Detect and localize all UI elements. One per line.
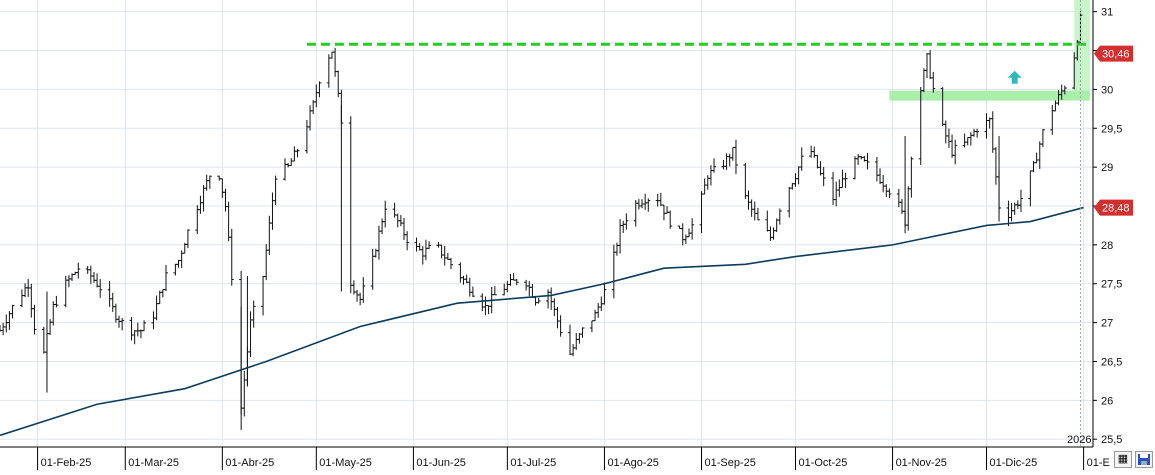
y-tick-label: 29 bbox=[1101, 162, 1113, 174]
ohlc-bar bbox=[646, 198, 651, 212]
ohlc-bar bbox=[733, 139, 738, 175]
x-tick-label: 01-Jul-25 bbox=[510, 457, 556, 469]
ohlc-bar bbox=[536, 297, 541, 304]
x-tick-label: 01-E bbox=[1087, 457, 1110, 469]
x-tick-label: 01-Dic-25 bbox=[990, 457, 1038, 469]
ohlc-bar bbox=[405, 231, 410, 251]
x-tick-label: 01-Sep-25 bbox=[705, 457, 756, 469]
price-label-text: 30,46 bbox=[1102, 49, 1130, 61]
y-axis: 25,52626,52727,52828,52929,53030,53130,4… bbox=[1092, 0, 1155, 447]
ohlc-bar bbox=[32, 304, 37, 335]
y-tick-label: 27 bbox=[1101, 318, 1113, 330]
ohlc-bar bbox=[602, 282, 607, 305]
up-arrow-icon bbox=[1007, 70, 1022, 84]
x-tick-label: 01-Mar-25 bbox=[128, 457, 179, 469]
x-axis-background bbox=[0, 447, 1093, 470]
x-tick-label: 01-Ago-25 bbox=[607, 457, 658, 469]
ohlc-bar bbox=[821, 166, 826, 187]
ohlc-bar bbox=[975, 128, 980, 138]
ohlc-bar bbox=[163, 265, 168, 291]
ohlc-bar bbox=[120, 317, 125, 331]
price-bars bbox=[0, 11, 1083, 430]
ohlc-bar bbox=[953, 139, 958, 165]
grid-toggle-button[interactable]: ▦ bbox=[1114, 451, 1132, 468]
ohlc-bar bbox=[843, 172, 848, 188]
breakout-box bbox=[1074, 0, 1090, 96]
y-tick-label: 28 bbox=[1101, 240, 1113, 252]
ohlc-bar bbox=[361, 277, 366, 303]
ohlc-bar bbox=[427, 241, 432, 250]
y-tick-label: 27,5 bbox=[1101, 279, 1122, 291]
ohlc-bar bbox=[470, 286, 475, 298]
ohlc-bar bbox=[931, 71, 936, 93]
y-axis-background bbox=[1093, 0, 1155, 447]
moving-average-line bbox=[0, 206, 1084, 437]
ohlc-bar bbox=[624, 213, 629, 230]
ohlc-bar bbox=[207, 175, 212, 189]
y-tick-label: 26 bbox=[1101, 395, 1113, 407]
ohlc-bar bbox=[295, 148, 300, 158]
price-label-box bbox=[1094, 45, 1133, 62]
ohlc-bar bbox=[185, 229, 190, 249]
ohlc-bar bbox=[1040, 128, 1045, 148]
plot-area bbox=[0, 0, 1093, 447]
y-tick-label: 25,5 bbox=[1101, 434, 1122, 446]
ohlc-bar bbox=[251, 300, 256, 328]
ohlc-bar bbox=[76, 262, 81, 279]
year-label: 2026 bbox=[1067, 434, 1092, 446]
x-tick-label: 01-Feb-25 bbox=[41, 457, 92, 469]
ohlc-bar bbox=[887, 188, 892, 199]
ohlc-bar bbox=[580, 327, 585, 338]
price-label-box bbox=[1094, 199, 1133, 216]
save-button[interactable] bbox=[1135, 451, 1153, 468]
x-tick-label: 01-Abr-25 bbox=[225, 457, 274, 469]
ohlc-bar bbox=[755, 207, 760, 221]
ohlc-bar bbox=[142, 320, 147, 332]
ohlc-bar bbox=[865, 152, 870, 170]
ohlc-bar bbox=[10, 304, 15, 319]
ohlc-bar bbox=[229, 228, 234, 286]
save-icon bbox=[1136, 452, 1152, 467]
price-label-text: 28,48 bbox=[1102, 203, 1130, 215]
breakout-zone bbox=[889, 90, 1090, 101]
ohlc-bar bbox=[383, 200, 388, 228]
ohlc-bar bbox=[54, 295, 59, 308]
x-tick-label: 01-Nov-25 bbox=[896, 457, 947, 469]
ohlc-bar bbox=[909, 156, 914, 198]
ohlc-bar bbox=[514, 278, 519, 286]
ohlc-bar bbox=[492, 286, 497, 296]
y-tick-label: 26,5 bbox=[1101, 356, 1122, 368]
ohlc-bar bbox=[690, 218, 695, 240]
ohlc-bar bbox=[273, 175, 278, 206]
ohlc-bar bbox=[98, 279, 103, 298]
grid-lines bbox=[0, 0, 1093, 447]
y-tick-label: 29,5 bbox=[1101, 123, 1122, 135]
ohlc-bar bbox=[799, 147, 804, 171]
x-tick-label: 01-May-25 bbox=[319, 457, 372, 469]
ohlc-bar bbox=[668, 210, 673, 229]
ohlc-bar bbox=[1062, 85, 1067, 95]
x-tick-label: 01-Jun-25 bbox=[416, 457, 466, 469]
y-tick-label: 30 bbox=[1101, 84, 1113, 96]
x-axis: 01-Feb-25 01-Mar-25 01-Abr-25 01-May-25 01-J… bbox=[0, 0, 1110, 470]
x-tick-label: 01-Oct-25 bbox=[798, 457, 847, 469]
ohlc-bar bbox=[1018, 189, 1023, 213]
ohlc-bar bbox=[712, 158, 717, 173]
ohlc-bar bbox=[777, 208, 782, 225]
y-tick-label: 31 bbox=[1101, 7, 1113, 19]
ohlc-bar bbox=[448, 257, 453, 270]
ohlc-bar bbox=[558, 315, 563, 337]
ohlc-bar bbox=[317, 81, 322, 98]
grid-icon: ▦ bbox=[1117, 453, 1129, 465]
